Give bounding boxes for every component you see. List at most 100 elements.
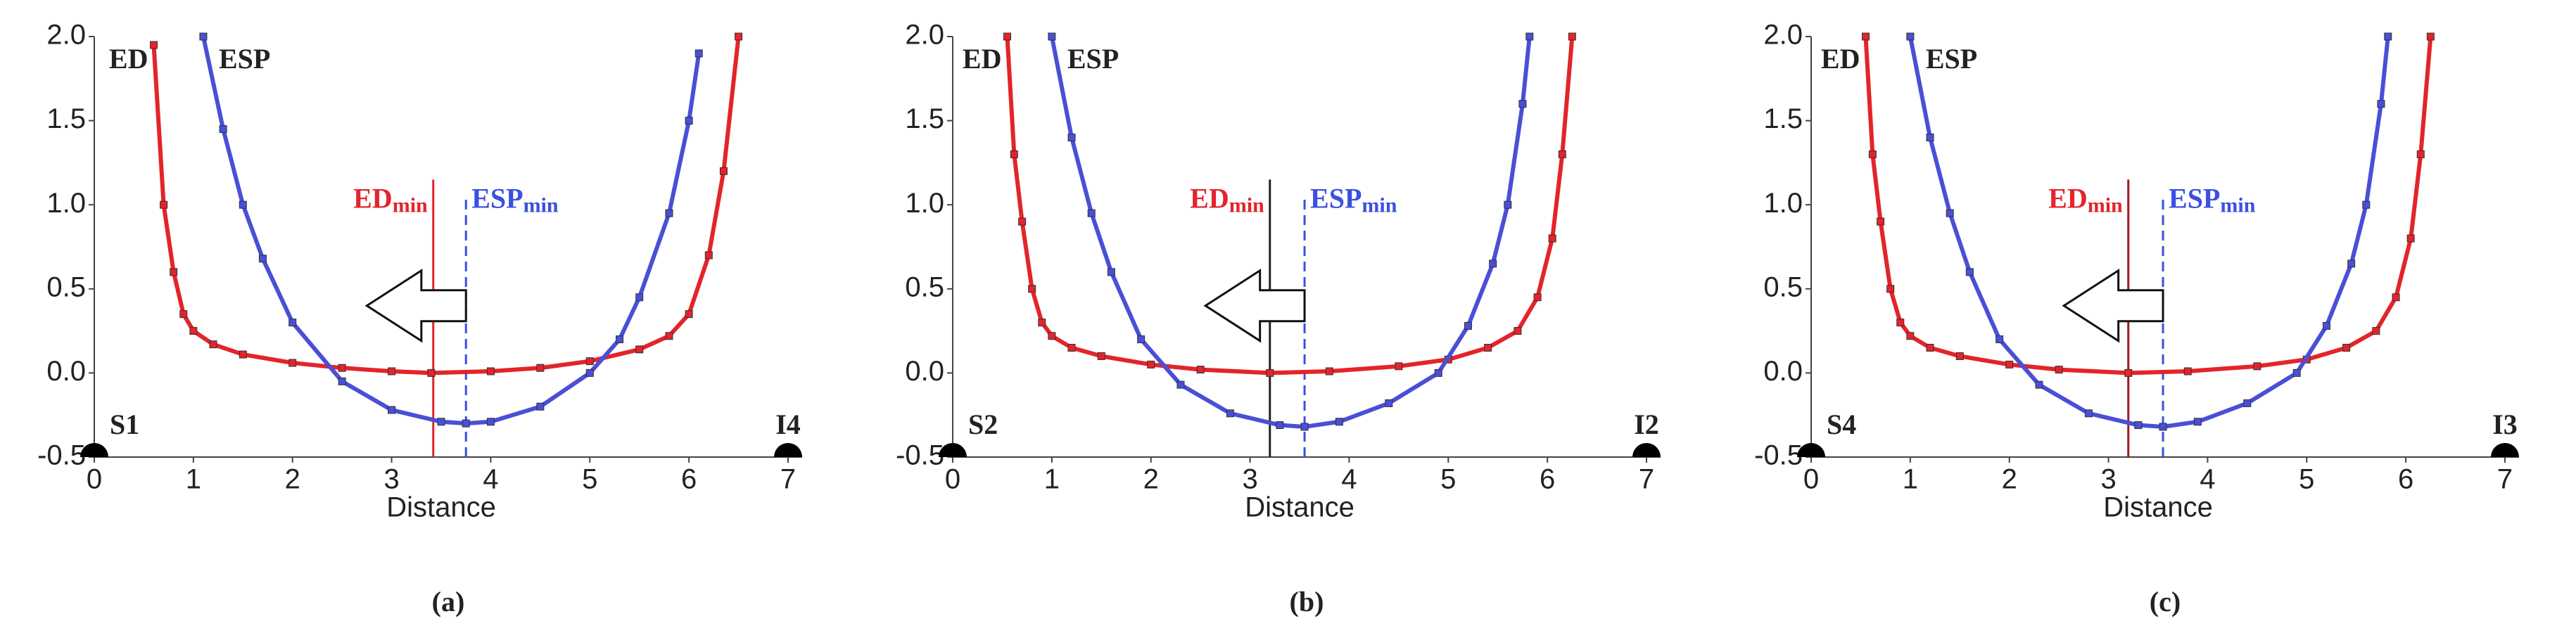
- x-tick-label: 5: [2299, 464, 2314, 495]
- series-point: [665, 332, 673, 340]
- series-point: [719, 167, 728, 175]
- y-tick-label: -0.5: [37, 440, 86, 471]
- series-point: [150, 41, 158, 49]
- panel-label: (b): [1290, 586, 1324, 617]
- series-point: [1048, 32, 1056, 41]
- series-point: [1176, 380, 1185, 389]
- min-label: EDmin: [1190, 183, 1264, 217]
- arrow: [364, 268, 467, 343]
- series-point: [635, 345, 644, 354]
- end-point: [2491, 443, 2519, 457]
- series-point: [2342, 344, 2351, 352]
- x-tick-label: 6: [2398, 464, 2413, 495]
- x-tick-label: 6: [1540, 464, 1555, 495]
- x-tick-label: 1: [1903, 464, 1918, 495]
- end-point: [1632, 443, 1661, 457]
- series-point: [1067, 134, 1076, 142]
- series-point: [2134, 421, 2143, 430]
- x-axis-label: Distance: [2103, 492, 2213, 523]
- min-label-sub: min: [524, 193, 559, 217]
- min-label: ESPmin: [2169, 183, 2256, 217]
- series-point: [486, 418, 495, 426]
- x-tick-label: 2: [1143, 464, 1159, 495]
- series-label: ESP: [219, 43, 270, 75]
- y-tick-label: 1.5: [46, 103, 86, 134]
- series-point: [2035, 380, 2043, 389]
- series-point: [1137, 335, 1146, 344]
- x-tick-label: 1: [1044, 464, 1060, 495]
- min-label-sub: min: [2220, 193, 2255, 217]
- x-axis-label: Distance: [386, 492, 496, 523]
- end-point: [774, 443, 802, 457]
- arrow: [1203, 268, 1306, 343]
- series-point: [1533, 293, 1542, 302]
- x-tick-label: 5: [1440, 464, 1456, 495]
- y-tick-label: 1.0: [46, 188, 86, 219]
- x-tick-label: 0: [87, 464, 102, 495]
- series-point: [2005, 360, 2014, 368]
- series-point: [338, 364, 346, 372]
- series-point: [2392, 293, 2400, 302]
- x-tick-label: 0: [945, 464, 960, 495]
- series-point: [1464, 321, 1472, 330]
- series-point: [288, 359, 297, 367]
- min-label-main: ESP: [1310, 183, 1362, 214]
- series-point: [1300, 423, 1309, 431]
- series-point: [585, 357, 594, 366]
- series-point: [2384, 32, 2392, 41]
- series-point: [1965, 268, 1974, 276]
- series-line: [1863, 36, 2433, 375]
- y-tick-label: -0.5: [1754, 440, 1803, 471]
- y-tick-label: 0.0: [1763, 356, 1803, 387]
- y-tick-label: 2.0: [1763, 20, 1803, 51]
- series-point: [160, 200, 168, 209]
- series-point: [1325, 367, 1333, 375]
- series-point: [388, 367, 396, 375]
- series-point: [388, 406, 396, 414]
- series-point: [585, 368, 594, 377]
- series-point: [1955, 352, 1964, 360]
- series-point: [2416, 150, 2425, 158]
- series-point: [2347, 259, 2356, 268]
- x-tick-label: 7: [1639, 464, 1654, 495]
- y-tick-label: 2.0: [46, 20, 86, 51]
- min-label: ESPmin: [1310, 183, 1397, 217]
- min-label-main: ED: [1190, 183, 1229, 214]
- series-point: [2159, 423, 2167, 431]
- series-point: [2243, 399, 2252, 407]
- series-point: [1946, 209, 1954, 217]
- series-point: [462, 419, 470, 428]
- series-point: [288, 319, 297, 327]
- series-point: [170, 268, 178, 276]
- series-point: [1276, 421, 1284, 430]
- series-point: [437, 418, 445, 426]
- min-label-main: ED: [353, 183, 393, 214]
- series-line: [201, 36, 702, 426]
- x-tick-label: 4: [483, 464, 498, 495]
- min-label: ESPmin: [471, 183, 559, 217]
- series-point: [239, 200, 247, 209]
- end-point-label: S4: [1827, 409, 1856, 440]
- series-point: [1266, 368, 1274, 377]
- series-point: [616, 335, 624, 344]
- y-tick-label: 0.5: [1763, 271, 1803, 302]
- x-tick-label: 3: [1242, 464, 1257, 495]
- series-point: [427, 368, 436, 377]
- series-point: [2183, 367, 2192, 375]
- series-point: [1906, 332, 1915, 340]
- x-tick-label: 4: [1341, 464, 1357, 495]
- series-point: [665, 209, 673, 217]
- y-tick-label: 1.0: [1763, 188, 1803, 219]
- end-point-label: I2: [1634, 409, 1659, 440]
- y-tick-label: 0.5: [905, 271, 944, 302]
- series-point: [694, 49, 703, 58]
- x-tick-label: 1: [186, 464, 201, 495]
- series-point: [1489, 259, 1497, 268]
- series-point: [1434, 368, 1442, 377]
- series-point: [1868, 150, 1877, 158]
- series-point: [1926, 344, 1934, 352]
- y-tick-label: 0.0: [46, 356, 86, 387]
- series-point: [1048, 332, 1056, 340]
- x-axis-label: Distance: [1245, 492, 1354, 523]
- end-point-label: I4: [775, 409, 801, 440]
